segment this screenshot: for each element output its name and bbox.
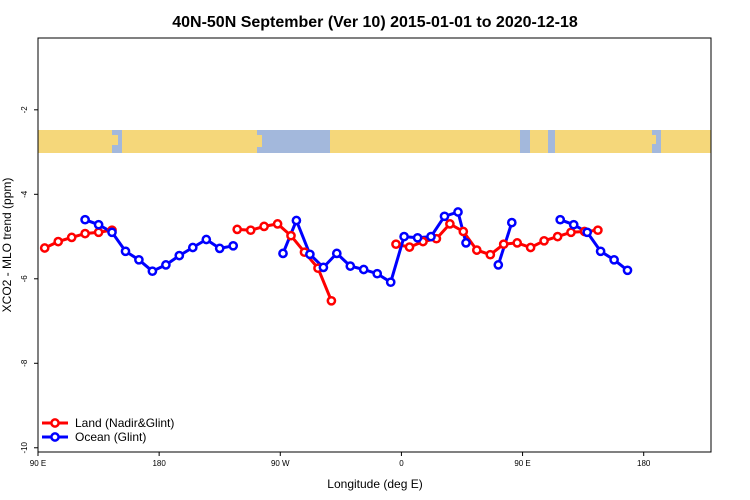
data-point-ocean xyxy=(318,262,329,273)
x-tick-label: 180 xyxy=(637,459,651,468)
map-land xyxy=(500,135,520,144)
chart-title: 40N-50N September (Ver 10) 2015-01-01 to… xyxy=(172,14,578,31)
data-point-ocean xyxy=(93,219,104,230)
legend-label-land: Land (Nadir&Glint) xyxy=(75,416,174,430)
series-line-ocean xyxy=(84,218,234,273)
x-tick-label: 90 E xyxy=(30,459,46,468)
data-point-ocean xyxy=(147,266,158,277)
data-point-land xyxy=(485,249,496,260)
data-point-ocean xyxy=(622,265,633,276)
x-tick-label: 0 xyxy=(399,459,404,468)
data-point-ocean xyxy=(134,254,144,265)
x-tick-label: 180 xyxy=(152,459,166,468)
data-point-land xyxy=(39,243,50,253)
data-point-ocean xyxy=(305,249,315,260)
data-point-ocean xyxy=(331,248,342,259)
data-point-ocean xyxy=(439,211,450,222)
data-point-land xyxy=(471,245,482,255)
legend-marker-ocean xyxy=(50,432,60,442)
data-point-ocean xyxy=(568,219,579,230)
legend-marker-land xyxy=(50,418,60,428)
data-point-ocean xyxy=(506,217,517,228)
map-land xyxy=(661,130,711,153)
data-point-land xyxy=(66,232,77,243)
data-point-ocean xyxy=(555,214,566,225)
data-point-land xyxy=(53,236,64,247)
data-point-land xyxy=(391,239,401,250)
y-tick-label: -2 xyxy=(20,106,29,114)
world-map-strip xyxy=(38,130,711,153)
data-point-ocean xyxy=(228,240,239,251)
map-land xyxy=(530,130,548,153)
map-land xyxy=(257,135,262,147)
data-point-ocean xyxy=(107,227,117,238)
data-point-ocean xyxy=(120,246,131,257)
data-point-ocean xyxy=(80,214,90,225)
map-land xyxy=(648,135,656,144)
data-point-ocean xyxy=(174,250,185,261)
map-land xyxy=(122,130,257,153)
y-tick-label: -10 xyxy=(20,441,29,453)
data-point-ocean xyxy=(582,227,593,238)
data-point-land xyxy=(512,238,523,248)
data-point-ocean xyxy=(461,238,471,248)
data-point-ocean xyxy=(278,248,288,259)
data-point-ocean xyxy=(453,207,463,217)
data-point-ocean xyxy=(372,268,383,279)
data-point-ocean xyxy=(214,243,225,254)
data-point-ocean xyxy=(493,260,504,270)
data-point-land xyxy=(445,219,455,229)
data-point-land xyxy=(326,295,337,306)
data-point-land xyxy=(232,224,243,235)
data-point-land xyxy=(525,242,536,253)
data-point-land xyxy=(245,225,256,236)
plot-frame xyxy=(37,37,712,453)
data-point-land xyxy=(458,226,469,237)
data-point-ocean xyxy=(595,246,606,257)
data-point-ocean xyxy=(201,234,212,245)
x-tick-label: 90 E xyxy=(514,459,530,468)
data-point-ocean xyxy=(426,231,436,242)
data-point-ocean xyxy=(609,254,619,265)
data-point-ocean xyxy=(412,232,423,243)
map-land xyxy=(555,130,652,153)
data-point-land xyxy=(80,228,90,239)
data-point-ocean xyxy=(385,277,396,288)
y-axis-label: XCO2 - MLO trend (ppm) xyxy=(0,178,14,313)
data-point-land xyxy=(593,225,603,236)
data-point-ocean xyxy=(161,260,171,270)
map-land xyxy=(330,130,520,153)
data-point-land xyxy=(404,242,415,252)
data-point-ocean xyxy=(187,242,198,253)
data-point-ocean xyxy=(399,231,409,242)
legend: Land (Nadir&Glint) Ocean (Glint) xyxy=(42,416,174,444)
data-point-land xyxy=(498,239,509,250)
data-point-land xyxy=(539,235,549,246)
map-land xyxy=(38,130,112,153)
legend-label-ocean: Ocean (Glint) xyxy=(75,430,146,444)
x-axis-label: Longitude (deg E) xyxy=(327,477,422,491)
data-point-land xyxy=(93,227,104,238)
y-tick-label: -4 xyxy=(20,190,29,198)
data-point-land xyxy=(552,231,563,242)
y-tick-label: -6 xyxy=(20,275,29,283)
data-point-land xyxy=(286,230,296,241)
y-tick-label: -8 xyxy=(20,359,29,367)
map-land xyxy=(112,135,118,145)
data-point-land xyxy=(566,227,576,238)
map-land xyxy=(440,135,470,143)
x-tick-label: 90 W xyxy=(271,459,290,468)
data-point-ocean xyxy=(345,261,356,271)
data-point-land xyxy=(272,219,283,229)
data-point-land xyxy=(259,221,269,232)
data-point-ocean xyxy=(291,215,302,226)
data-point-ocean xyxy=(358,264,369,275)
